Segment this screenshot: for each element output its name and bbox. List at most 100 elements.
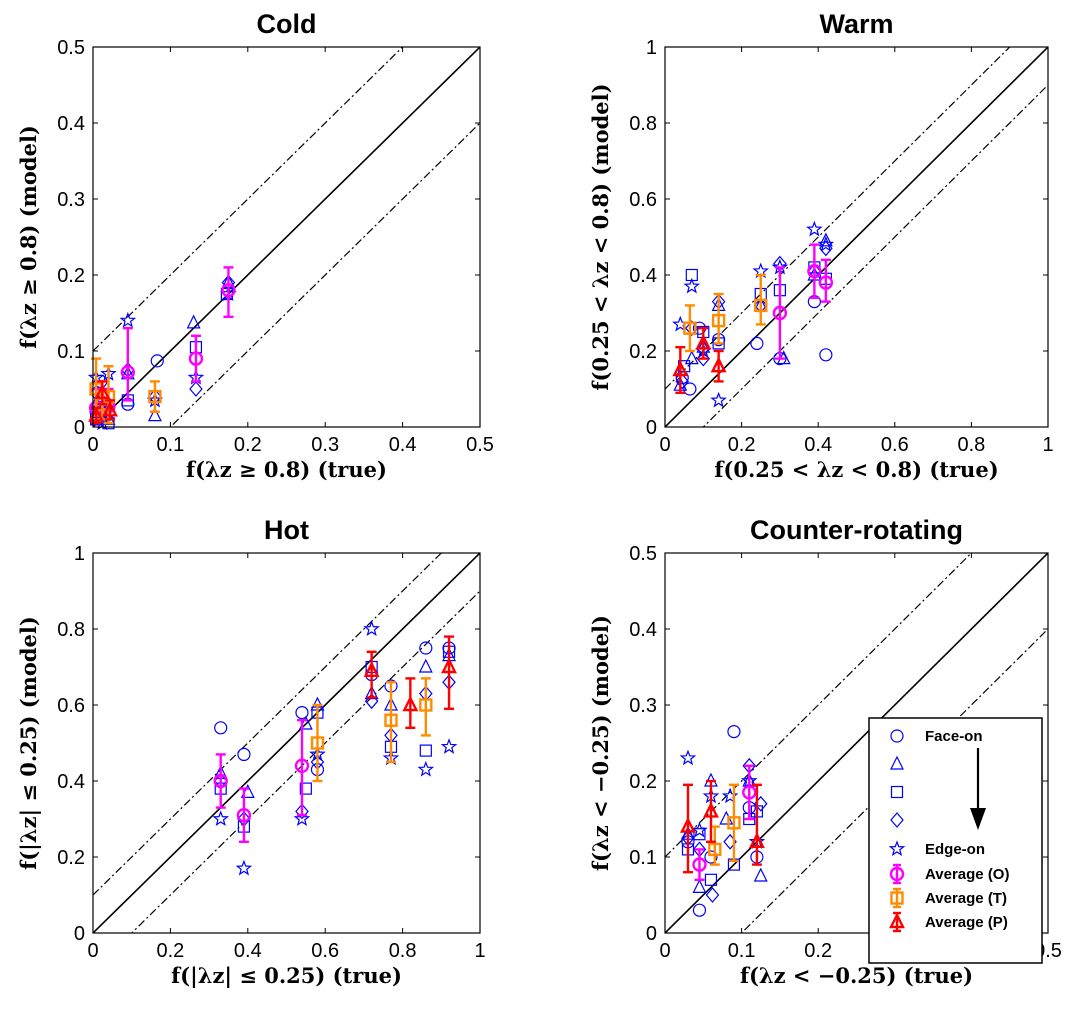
data-point <box>817 235 835 252</box>
one-to-one-line <box>665 47 1048 427</box>
x-axis-label: f(0.25 < λz < 0.8) (true) <box>714 457 998 482</box>
series-face_on <box>214 641 456 777</box>
x-tick-label: 0.8 <box>389 940 417 962</box>
data-point <box>692 903 707 917</box>
axes-frame <box>664 46 1049 428</box>
offset-line-1 <box>665 47 1011 390</box>
legend-entry-avg_t: Average (T) <box>890 887 1007 909</box>
y-tick-label: 0.1 <box>629 847 657 869</box>
x-tick-label: 0.4 <box>804 434 832 456</box>
y-tick-label: 0.4 <box>629 619 657 641</box>
data-point <box>675 373 690 390</box>
data-point <box>748 832 765 848</box>
y-tick-label: 0.2 <box>57 847 85 869</box>
data-point <box>419 744 432 757</box>
x-tick-label: 0 <box>659 940 670 962</box>
data-point <box>363 661 380 677</box>
series-avg_t <box>683 273 768 353</box>
y-tick-label: 0.5 <box>57 37 85 59</box>
data-point <box>772 305 788 321</box>
series-inc4 <box>89 274 236 428</box>
chart-panel-1: 0 0.2 0.4 0.6 0.8 1 0 0.2 0.4 0.6 0.8 1 Warm f(0.25 <… <box>588 9 1054 482</box>
axes-frame <box>92 46 481 428</box>
data-point <box>364 693 379 710</box>
x-tick-label: 0.4 <box>234 940 262 962</box>
data-point <box>294 758 310 773</box>
data-point <box>750 336 764 350</box>
one-to-one-line <box>93 47 480 427</box>
series-inc2 <box>213 647 457 799</box>
data-point <box>402 695 419 712</box>
chart-title: Counter-rotating <box>750 515 963 545</box>
y-tick-label: 0.2 <box>629 771 657 793</box>
legend-entry-inc3 <box>890 785 904 799</box>
legend-entry-inc2 <box>890 755 904 770</box>
x-tick-label: 0 <box>87 434 98 456</box>
data-series <box>87 266 237 431</box>
data-point <box>440 738 458 754</box>
x-tick-label: 1 <box>474 940 485 962</box>
legend-marker <box>889 912 905 929</box>
x-tick-label: 0.5 <box>466 434 494 456</box>
data-point <box>441 657 457 674</box>
data-point <box>710 391 727 408</box>
data-point <box>147 407 162 422</box>
data-point <box>807 264 822 279</box>
axes-frame <box>664 552 1049 934</box>
data-point <box>384 713 398 727</box>
chart-title: Warm <box>819 9 893 39</box>
x-axis-label: f(λz < −0.25) (true) <box>740 963 973 988</box>
x-tick-label: 0.3 <box>311 434 339 456</box>
legend-label: Average (T) <box>925 890 1007 907</box>
data-point <box>186 314 201 329</box>
data-point <box>753 867 768 882</box>
data-point <box>727 724 741 739</box>
data-point <box>727 816 741 830</box>
series-inc2 <box>673 232 833 391</box>
data-series <box>679 724 768 917</box>
x-tick-label: 0 <box>659 434 670 456</box>
data-point <box>212 810 229 827</box>
data-point <box>102 400 118 417</box>
legend-entry-avg_p: Average (P) <box>889 911 1008 933</box>
data-point <box>692 857 707 872</box>
data-point <box>683 321 697 335</box>
one-to-one-line <box>93 553 480 933</box>
offset-line-2 <box>130 590 480 933</box>
reference-lines <box>93 553 480 933</box>
chart-panels: 0 0.1 0.2 0.3 0.4 0.5 0 0.1 0.2 0.3 0.4 0.5 Cold f(λz… <box>16 9 1062 988</box>
data-point <box>679 749 697 766</box>
x-tick-label: 0 <box>87 940 98 962</box>
data-point <box>237 747 251 762</box>
data-point <box>693 828 706 841</box>
data-point <box>221 283 236 298</box>
x-tick-label: 0.8 <box>957 434 985 456</box>
offset-line-1 <box>93 553 443 896</box>
data-point <box>419 698 433 712</box>
y-tick-label: 0 <box>74 923 85 945</box>
offset-line-2 <box>740 628 1048 933</box>
x-tick-label: 0.2 <box>234 434 262 456</box>
x-tick-label: 0.1 <box>156 434 184 456</box>
y-tick-label: 1 <box>646 37 657 59</box>
axes-frame <box>92 552 481 934</box>
data-point <box>806 220 823 237</box>
y-tick-label: 0.2 <box>57 265 85 287</box>
legend-entry-face_on: Face-on <box>890 728 983 745</box>
data-point <box>683 277 701 294</box>
y-axis-label: f(λz < −0.25) (model) <box>588 615 613 871</box>
chart-panel-0: 0 0.1 0.2 0.3 0.4 0.5 0 0.1 0.2 0.3 0.4 0.5 Cold f(λz… <box>16 9 494 482</box>
data-point <box>120 365 136 380</box>
data-point <box>680 816 696 833</box>
legend-marker <box>890 891 904 905</box>
data-point <box>188 351 204 366</box>
data-point <box>235 859 253 876</box>
x-tick-label: 0.2 <box>804 940 832 962</box>
legend-marker <box>890 755 904 770</box>
series-avg_p <box>363 635 457 729</box>
legend-marker <box>888 840 906 857</box>
y-axis-label: f(|λz| ≤ 0.25) (model) <box>16 616 41 870</box>
data-point <box>418 658 433 673</box>
x-tick-label: 1 <box>1042 434 1053 456</box>
